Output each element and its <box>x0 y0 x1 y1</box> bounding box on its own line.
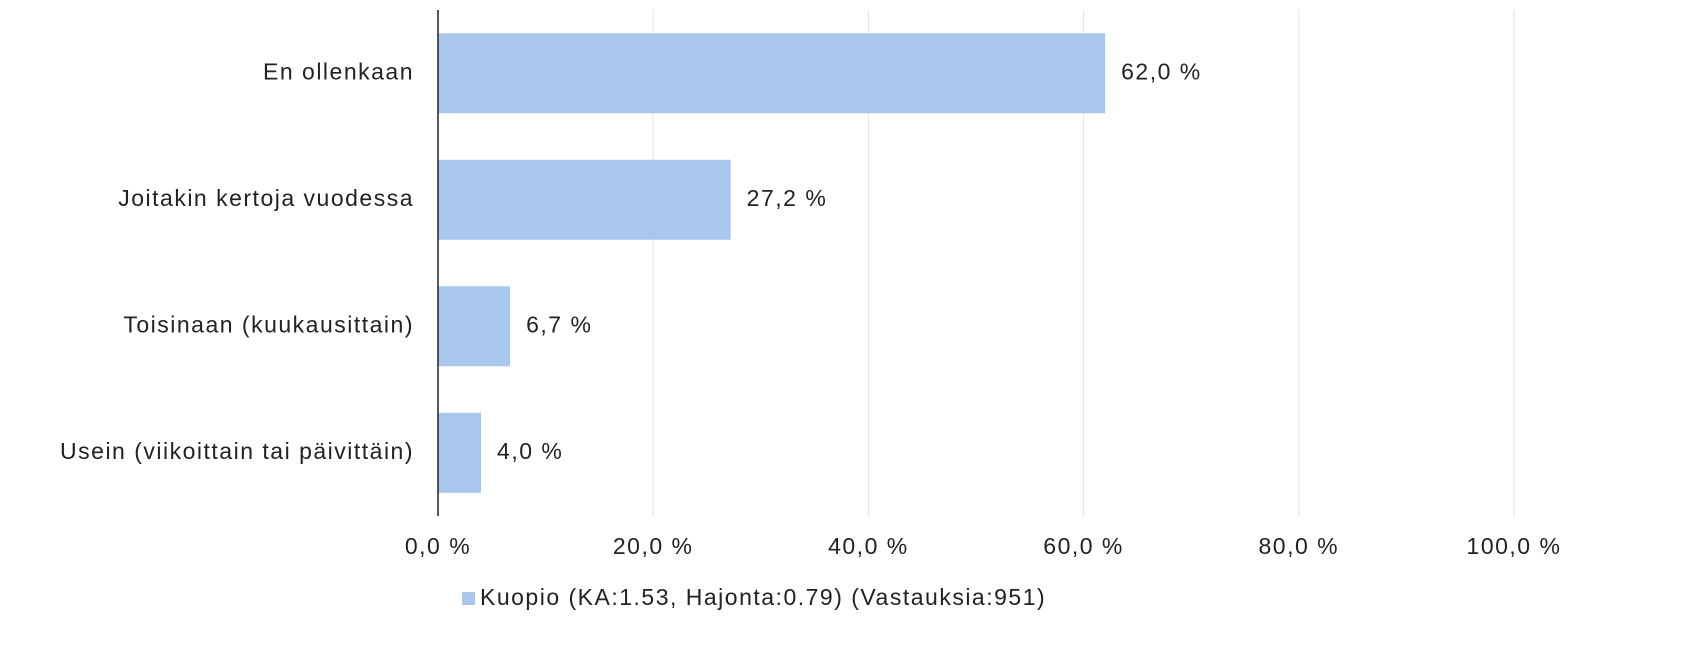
data-label: 4,0 % <box>497 438 563 464</box>
data-label: 6,7 % <box>526 311 592 337</box>
bar <box>438 33 1106 114</box>
y-tick-label: En ollenkaan <box>263 58 414 84</box>
y-tick-label: Usein (viikoittain tai päivittäin) <box>60 438 414 464</box>
x-tick-label: 0,0 % <box>405 533 471 559</box>
x-tick-label: 100,0 % <box>1467 533 1562 559</box>
bar <box>438 159 731 240</box>
x-tick-label: 20,0 % <box>613 533 694 559</box>
data-label: 27,2 % <box>747 185 828 211</box>
y-tick-label: Joitakin kertoja vuodessa <box>118 185 414 211</box>
bar <box>438 412 482 493</box>
x-tick-label: 80,0 % <box>1258 533 1339 559</box>
y-tick-label: Toisinaan (kuukausittain) <box>123 311 414 337</box>
data-label: 62,0 % <box>1121 58 1202 84</box>
legend-label: Kuopio (KA:1.53, Hajonta:0.79) (Vastauks… <box>480 584 1046 610</box>
x-tick-label: 40,0 % <box>828 533 909 559</box>
bar <box>438 286 511 367</box>
legend-swatch <box>462 592 475 605</box>
x-tick-label: 60,0 % <box>1043 533 1124 559</box>
